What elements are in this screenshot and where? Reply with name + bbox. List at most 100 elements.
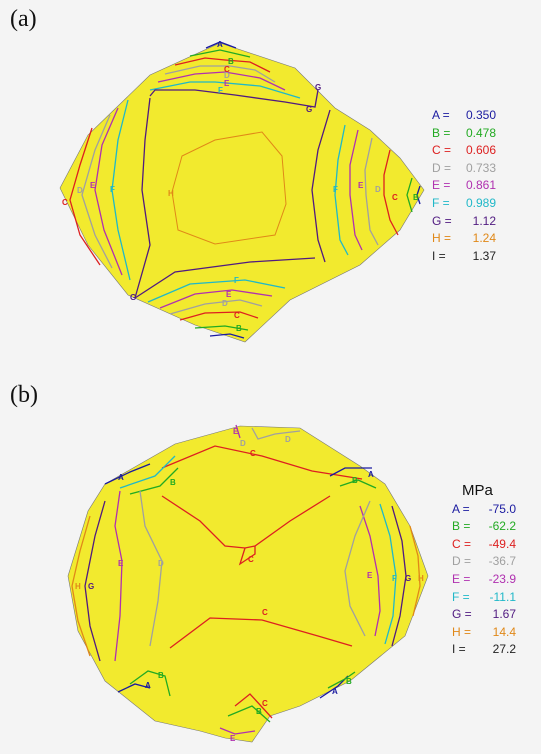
contour-H — [171, 131, 287, 245]
contour-H — [71, 515, 91, 657]
contour-H — [409, 525, 421, 617]
contour-label: E — [230, 734, 236, 743]
contour-C — [161, 445, 363, 480]
contour-G — [84, 500, 106, 662]
legend-key: B = — [452, 519, 471, 534]
contour-B — [327, 671, 356, 689]
contour-label: D — [375, 185, 381, 194]
legend-row: I = 27.2 — [452, 641, 516, 659]
domain-fill — [59, 42, 425, 343]
legend-row: A = 0.350 — [432, 107, 496, 125]
contour-G — [311, 109, 331, 263]
contour-B — [227, 705, 271, 723]
legend-row: G = 1.12 — [432, 213, 496, 231]
legend: A = 0.350 B = 0.478 C = 0.606 D = 0.733 E = 0.861… — [432, 107, 496, 265]
contour-label: F — [333, 185, 338, 194]
legend: MPa A = -75.0 B = -62.2 C = -49.4 D = -36.7 E = -2… — [452, 482, 516, 659]
contour-D — [344, 500, 371, 637]
contour-label: H — [418, 574, 424, 583]
legend-row: C = -49.4 — [452, 536, 516, 554]
legend-value: 0.350 — [465, 108, 496, 122]
legend-key: I = — [452, 642, 466, 657]
contour-label: F — [392, 574, 397, 583]
contour-F — [379, 503, 397, 645]
contour-label: B — [158, 671, 164, 680]
contour-D — [139, 490, 163, 647]
contour-E — [94, 107, 123, 276]
contour-label: C — [262, 699, 268, 708]
legend-key: B = — [432, 125, 451, 140]
contour-label: A — [368, 470, 374, 479]
contour-label: B — [256, 707, 262, 716]
contour-label: G — [315, 83, 321, 92]
contour-F — [149, 81, 301, 99]
legend-key: H = — [432, 231, 452, 246]
contour-G — [134, 257, 316, 299]
contour-label: E — [233, 427, 239, 436]
contour-F — [334, 124, 349, 256]
contour-C — [69, 127, 101, 266]
legend-unit: MPa — [462, 482, 493, 499]
contour-label: E — [367, 571, 373, 580]
panel-b: (b) — [0, 376, 541, 754]
legend-key: E = — [432, 178, 451, 193]
contour-label: D — [158, 559, 164, 568]
contour-D — [169, 299, 263, 315]
contour-label: D — [240, 439, 246, 448]
legend-row: F = -11.1 — [452, 589, 516, 607]
legend-key: A = — [452, 501, 470, 516]
contour-label: H — [75, 582, 81, 591]
legend-row: H = 14.4 — [452, 624, 516, 642]
legend-value: -75.0 — [488, 501, 516, 516]
contour-label: E — [226, 290, 232, 299]
contour-A — [329, 467, 372, 477]
legend-key: I = — [432, 248, 446, 263]
legend-value: -11.1 — [489, 589, 516, 604]
legend-value: 0.606 — [465, 143, 496, 158]
contour-label: G — [405, 574, 411, 583]
legend-value: -23.9 — [488, 571, 516, 586]
contour-C — [238, 546, 256, 566]
contour-A — [117, 683, 151, 693]
contour-F — [111, 99, 131, 281]
contour-label: B — [413, 193, 419, 202]
contour-label: E — [90, 181, 96, 190]
legend-row: E = -23.9 — [452, 571, 516, 589]
contour-label: E — [118, 559, 124, 568]
legend-key: C = — [452, 536, 472, 551]
legend-value: 14.4 — [492, 624, 516, 639]
contour-label: C — [250, 449, 256, 458]
contour-A — [205, 41, 237, 49]
contour-label: D — [285, 435, 291, 444]
panel-label: (a) — [10, 6, 37, 32]
contour-label: C — [392, 193, 398, 202]
contour-label: A — [145, 681, 151, 690]
legend-value: 0.733 — [465, 160, 496, 175]
legend-row: G = 1.67 — [452, 606, 516, 624]
contour-label: A — [217, 40, 223, 49]
contour-D — [251, 427, 301, 440]
contour-label: B — [346, 677, 352, 686]
contour-label: F — [218, 86, 223, 95]
contour-B — [339, 479, 377, 489]
contour-E — [235, 424, 241, 439]
legend-row: A = -75.0 — [452, 501, 516, 519]
contour-A — [209, 333, 245, 339]
contour-plot-b: E D D C A B A B C H G E D E F G H C A B … — [67, 424, 429, 743]
contour-label: G — [88, 582, 94, 591]
contour-label: E — [224, 79, 230, 88]
contour-label: F — [234, 276, 239, 285]
contour-A — [416, 185, 421, 205]
legend-row: F = 0.989 — [432, 195, 496, 213]
legend-row: B = -62.2 — [452, 518, 516, 536]
legend-value: 0.861 — [465, 178, 496, 193]
legend-key: C = — [432, 143, 452, 158]
legend-row: H = 1.24 — [432, 230, 496, 248]
contour-E — [359, 505, 381, 637]
contour-label: C — [224, 65, 230, 74]
contour-B — [189, 49, 251, 58]
contour-B — [129, 670, 171, 697]
legend-key: D = — [432, 160, 452, 175]
contour-B — [406, 177, 413, 213]
contour-D — [364, 137, 379, 246]
